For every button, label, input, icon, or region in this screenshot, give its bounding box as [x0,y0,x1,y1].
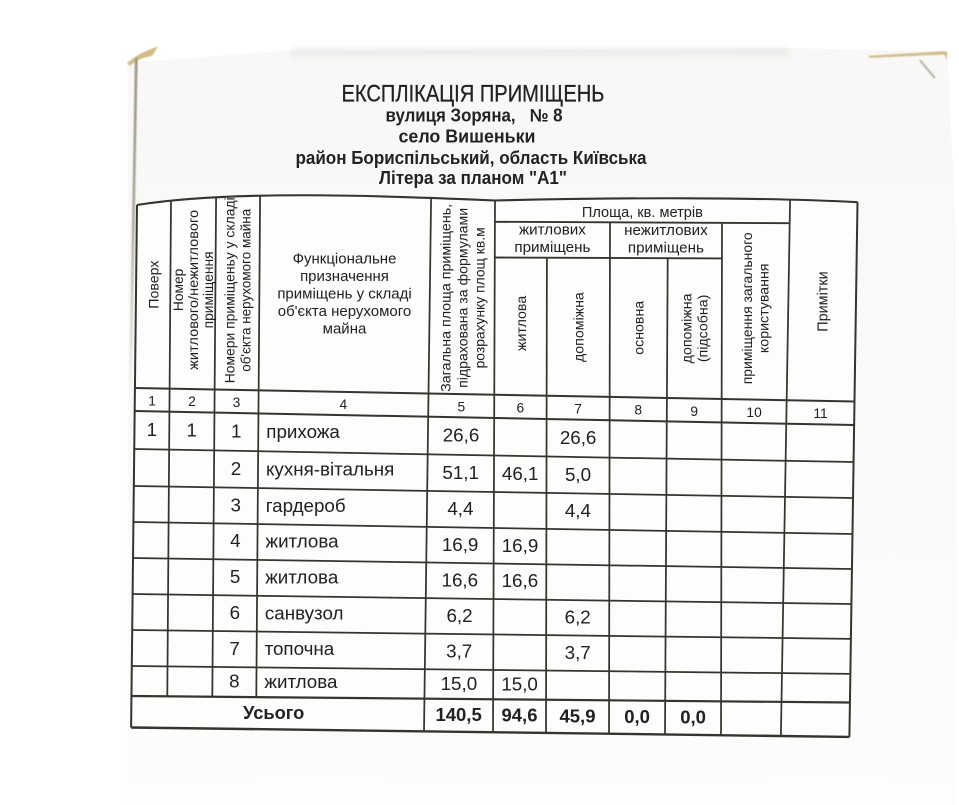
svg-text:10: 10 [746,405,762,420]
svg-text:ЕКСПЛІКАЦІЯ ПРИМІЩЕНЬ: ЕКСПЛІКАЦІЯ ПРИМІЩЕНЬ [342,81,605,108]
svg-text:4,4: 4,4 [565,500,591,521]
svg-text:46,1: 46,1 [502,463,539,484]
svg-text:1: 1 [148,393,156,408]
svg-text:прихожа: прихожа [266,421,340,442]
svg-text:3: 3 [230,494,240,515]
svg-text:6: 6 [230,602,240,623]
svg-text:Примітки: Примітки [815,271,831,331]
svg-text:1: 1 [147,419,157,440]
svg-text:8: 8 [229,671,239,692]
svg-text:2: 2 [188,394,196,409]
svg-text:16,9: 16,9 [502,535,539,556]
svg-text:15,0: 15,0 [441,673,478,694]
svg-text:4: 4 [340,397,348,412]
svg-text:допоміжна(підсобна): допоміжна(підсобна) [680,293,712,363]
svg-text:Усього: Усього [243,702,304,723]
svg-text:140,5: 140,5 [435,704,481,725]
svg-text:Площа, кв. метрів: Площа, кв. метрів [582,204,703,221]
svg-text:3,7: 3,7 [565,642,591,663]
svg-text:житлова: житлова [266,531,340,552]
svg-text:0,0: 0,0 [680,707,706,728]
svg-text:Загальна площа приміщень,підра: Загальна площа приміщень,підрахована за … [437,204,487,392]
svg-text:6,2: 6,2 [446,605,472,626]
svg-text:15,0: 15,0 [501,674,538,695]
svg-text:26,6: 26,6 [443,425,480,446]
svg-text:16,6: 16,6 [502,570,539,591]
svg-text:6,2: 6,2 [565,606,591,627]
svg-text:3: 3 [233,395,241,410]
svg-text:1: 1 [231,421,241,442]
svg-text:0,0: 0,0 [624,706,650,727]
svg-text:вулиця Зоряна, № 8: вулиця Зоряна, № 8 [386,106,563,126]
svg-text:житлова: житлова [265,567,339,588]
svg-text:Поверх: Поверх [146,261,162,309]
svg-text:4: 4 [230,530,240,551]
svg-text:топочна: топочна [265,638,335,659]
svg-text:9: 9 [690,404,698,419]
svg-text:16,6: 16,6 [442,569,479,590]
svg-text:кухня-вітальня: кухня-вітальня [266,458,394,479]
svg-text:16,9: 16,9 [442,534,479,555]
svg-text:1: 1 [186,420,196,441]
svg-text:2: 2 [231,458,241,479]
svg-text:житлова: житлова [514,296,530,351]
svg-text:житлова: житлова [264,671,338,692]
svg-text:5: 5 [230,566,240,587]
svg-text:допоміжна: допоміжна [572,292,588,362]
svg-text:45,9: 45,9 [559,705,595,726]
svg-text:26,6: 26,6 [560,427,597,448]
svg-text:51,1: 51,1 [442,462,479,483]
svg-text:4,4: 4,4 [447,498,473,519]
svg-text:гардероб: гардероб [266,495,346,516]
svg-text:3,7: 3,7 [446,640,472,661]
svg-text:приміщення загальногокористува: приміщення загальногокористування [740,232,773,384]
svg-text:5,0: 5,0 [565,464,591,485]
svg-text:Номери приміщеньу у складіоб'є: Номери приміщеньу у складіоб'єкта нерухо… [222,197,254,383]
svg-text:11: 11 [813,406,827,421]
svg-text:7: 7 [229,638,239,659]
svg-text:район Бориспільський, область: район Бориспільський, область Київська [296,148,648,168]
svg-text:8: 8 [634,403,642,418]
svg-text:основна: основна [632,301,648,355]
svg-text:7: 7 [574,402,582,417]
svg-text:Номержитлового/нежитловогоприм: Номержитлового/нежитловогоприміщення [171,210,216,370]
svg-text:6: 6 [517,401,525,416]
svg-text:Літера за планом "А1": Літера за планом "А1" [379,168,567,188]
svg-text:санвузол: санвузол [265,602,344,623]
svg-text:5: 5 [457,399,465,414]
svg-text:94,6: 94,6 [501,705,537,726]
svg-text:село Вишеньки: село Вишеньки [399,127,536,147]
